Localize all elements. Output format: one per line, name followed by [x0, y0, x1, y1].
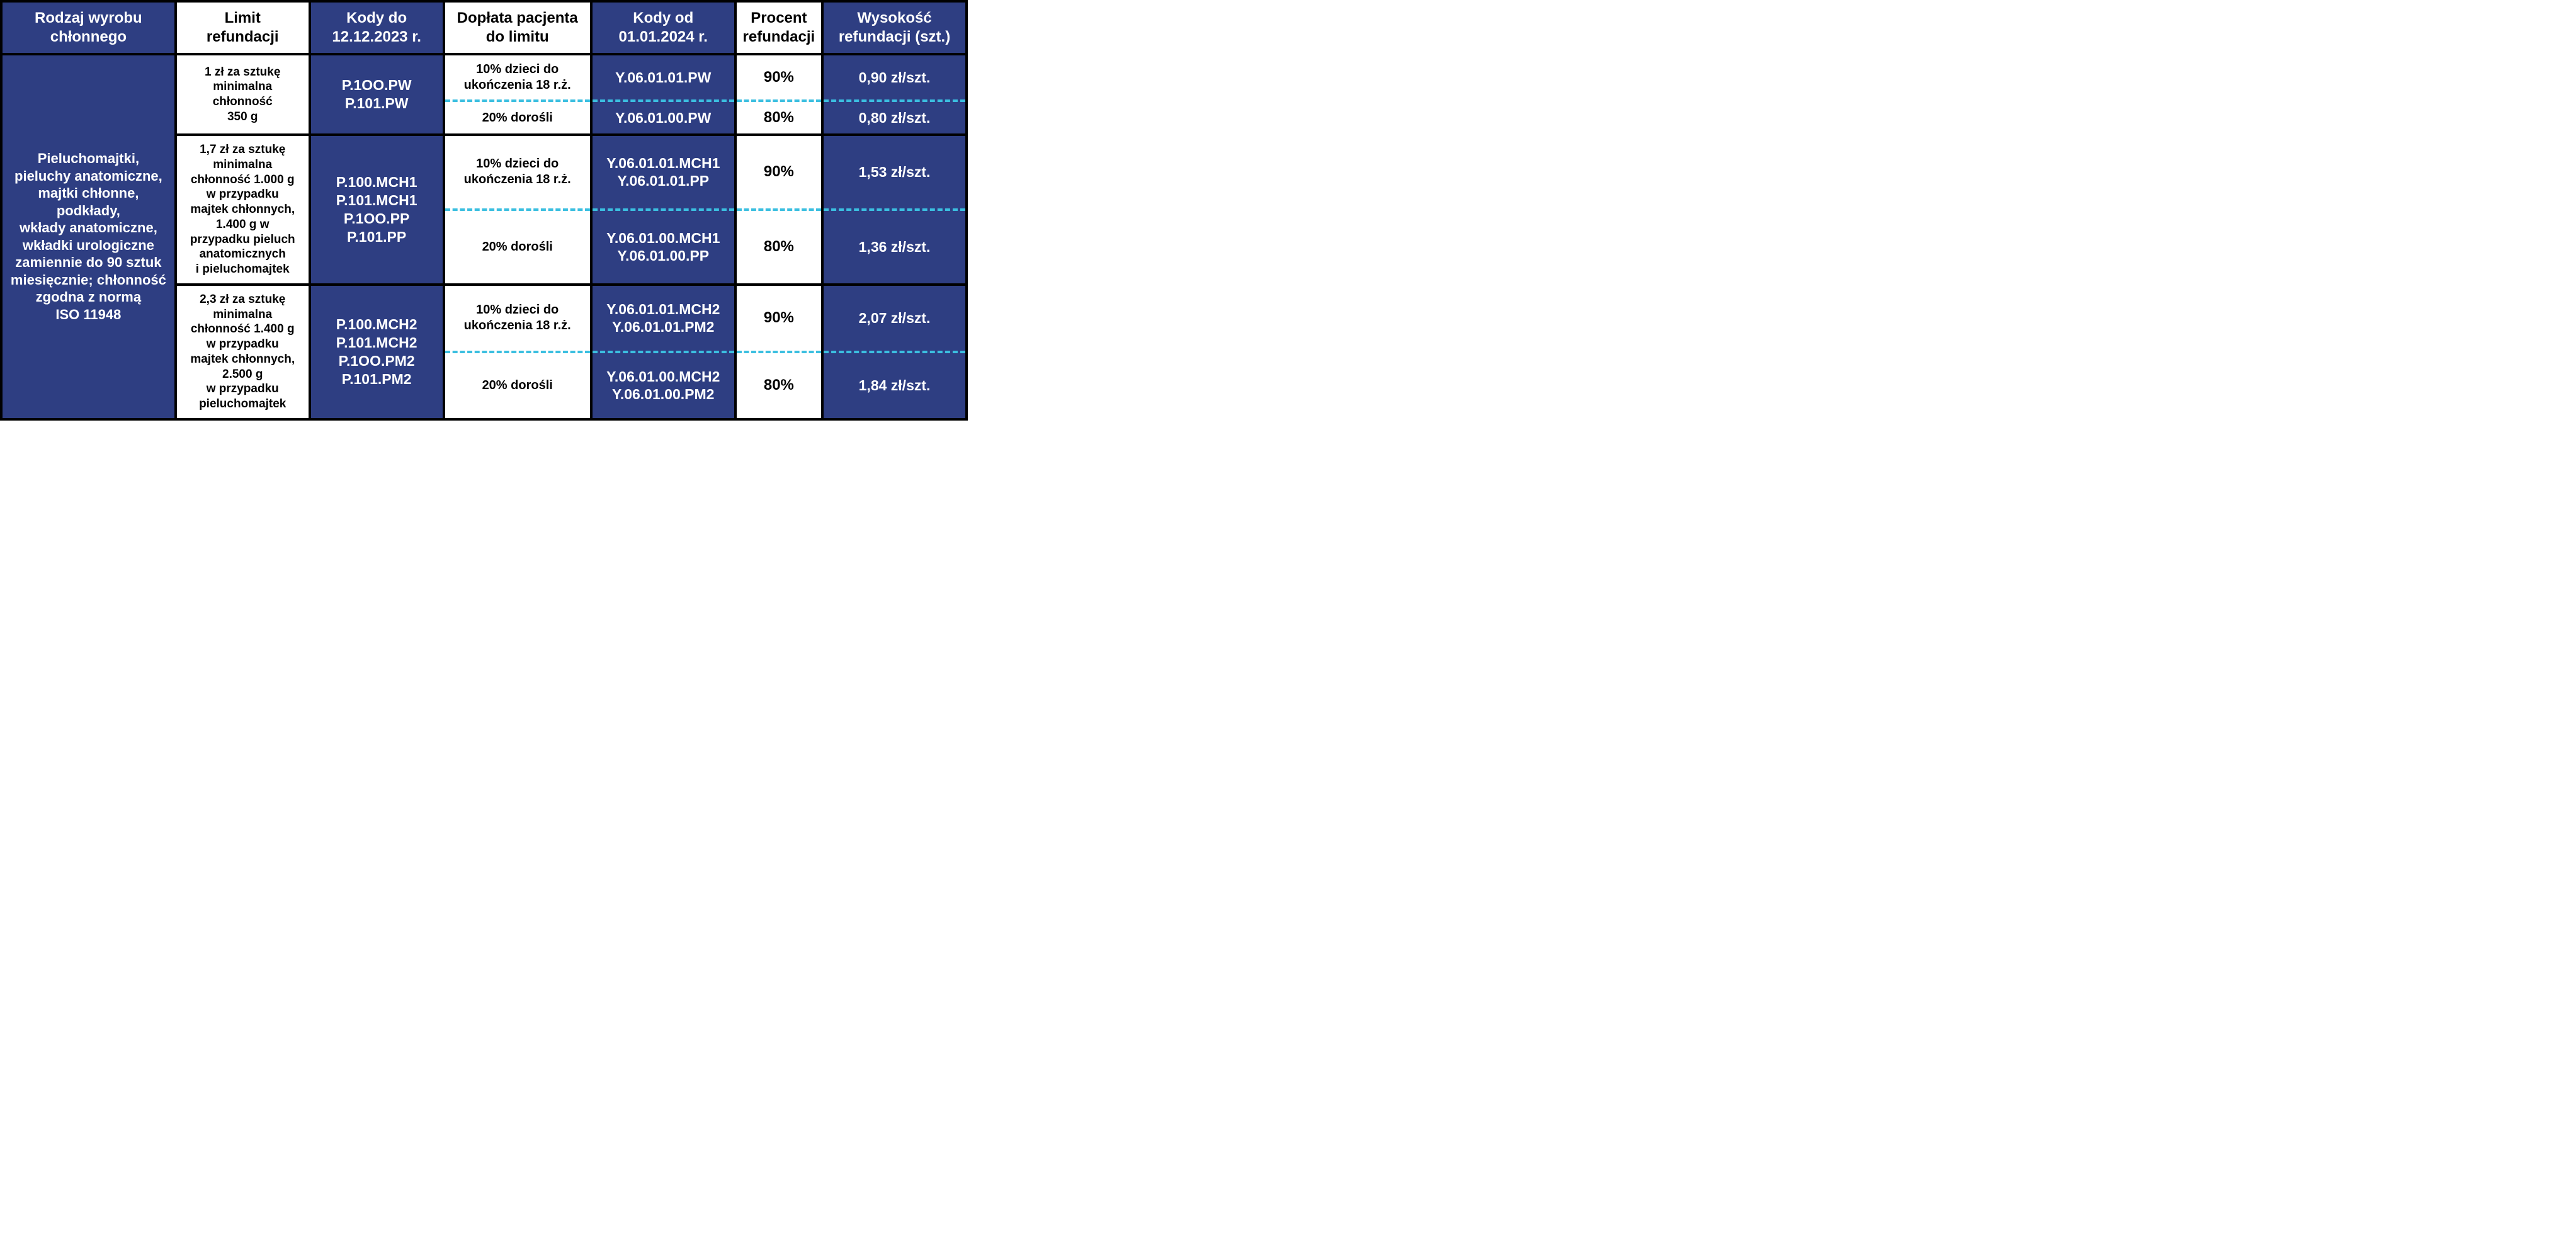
col-doplata: Dopłata pacjenta do limitu	[444, 1, 591, 54]
kody-do-cell: P.100.MCH2 P.101.MCH2 P.1OO.PM2 P.101.PM…	[310, 285, 444, 419]
wysok-cell: 1,36 zł/szt.	[822, 210, 967, 285]
kody-od-cell: Y.06.01.01.PW	[591, 54, 735, 101]
wysok-cell: 1,84 zł/szt.	[822, 352, 967, 419]
refund-table: Rodzaj wyrobu chłonnego Limit refundacji…	[0, 0, 968, 421]
wysok-cell: 0,80 zł/szt.	[822, 101, 967, 135]
limit-cell: 2,3 zł za sztukę minimalna chłonność 1.4…	[176, 285, 310, 419]
procent-cell: 90%	[735, 54, 822, 101]
doplata-cell: 20% dorośli	[444, 101, 591, 135]
wysok-cell: 1,53 zł/szt.	[822, 135, 967, 210]
kody-od-cell: Y.06.01.00.MCH2 Y.06.01.00.PM2	[591, 352, 735, 419]
limit-cell: 1,7 zł za sztukę minimalna chłonność 1.0…	[176, 135, 310, 285]
col-wysok: Wysokość refundacji (szt.)	[822, 1, 967, 54]
kody-do-cell: P.1OO.PW P.101.PW	[310, 54, 444, 135]
doplata-cell: 10% dzieci do ukończenia 18 r.ż.	[444, 54, 591, 101]
kody-od-cell: Y.06.01.01.MCH2 Y.06.01.01.PM2	[591, 285, 735, 352]
doplata-cell: 10% dzieci do ukończenia 18 r.ż.	[444, 135, 591, 210]
kody-od-cell: Y.06.01.00.PW	[591, 101, 735, 135]
procent-cell: 90%	[735, 135, 822, 210]
table-body: Pieluchomajtki, pieluchy anatomiczne, ma…	[1, 54, 967, 419]
col-procent: Procent refundacji	[735, 1, 822, 54]
col-kodydo: Kody do 12.12.2023 r.	[310, 1, 444, 54]
col-type: Rodzaj wyrobu chłonnego	[1, 1, 176, 54]
wysok-cell: 0,90 zł/szt.	[822, 54, 967, 101]
procent-cell: 80%	[735, 210, 822, 285]
wysok-cell: 2,07 zł/szt.	[822, 285, 967, 352]
kody-od-cell: Y.06.01.00.MCH1 Y.06.01.00.PP	[591, 210, 735, 285]
col-limit: Limit refundacji	[176, 1, 310, 54]
table-row: Pieluchomajtki, pieluchy anatomiczne, ma…	[1, 54, 967, 101]
limit-cell: 1 zł za sztukę minimalna chłonność 350 g	[176, 54, 310, 135]
doplata-cell: 10% dzieci do ukończenia 18 r.ż.	[444, 285, 591, 352]
row-label: Pieluchomajtki, pieluchy anatomiczne, ma…	[1, 54, 176, 419]
doplata-cell: 20% dorośli	[444, 352, 591, 419]
kody-do-cell: P.100.MCH1 P.101.MCH1 P.1OO.PP P.101.PP	[310, 135, 444, 285]
col-kodyod: Kody od 01.01.2024 r.	[591, 1, 735, 54]
doplata-cell: 20% dorośli	[444, 210, 591, 285]
table-header-row: Rodzaj wyrobu chłonnego Limit refundacji…	[1, 1, 967, 54]
procent-cell: 90%	[735, 285, 822, 352]
procent-cell: 80%	[735, 352, 822, 419]
procent-cell: 80%	[735, 101, 822, 135]
kody-od-cell: Y.06.01.01.MCH1 Y.06.01.01.PP	[591, 135, 735, 210]
